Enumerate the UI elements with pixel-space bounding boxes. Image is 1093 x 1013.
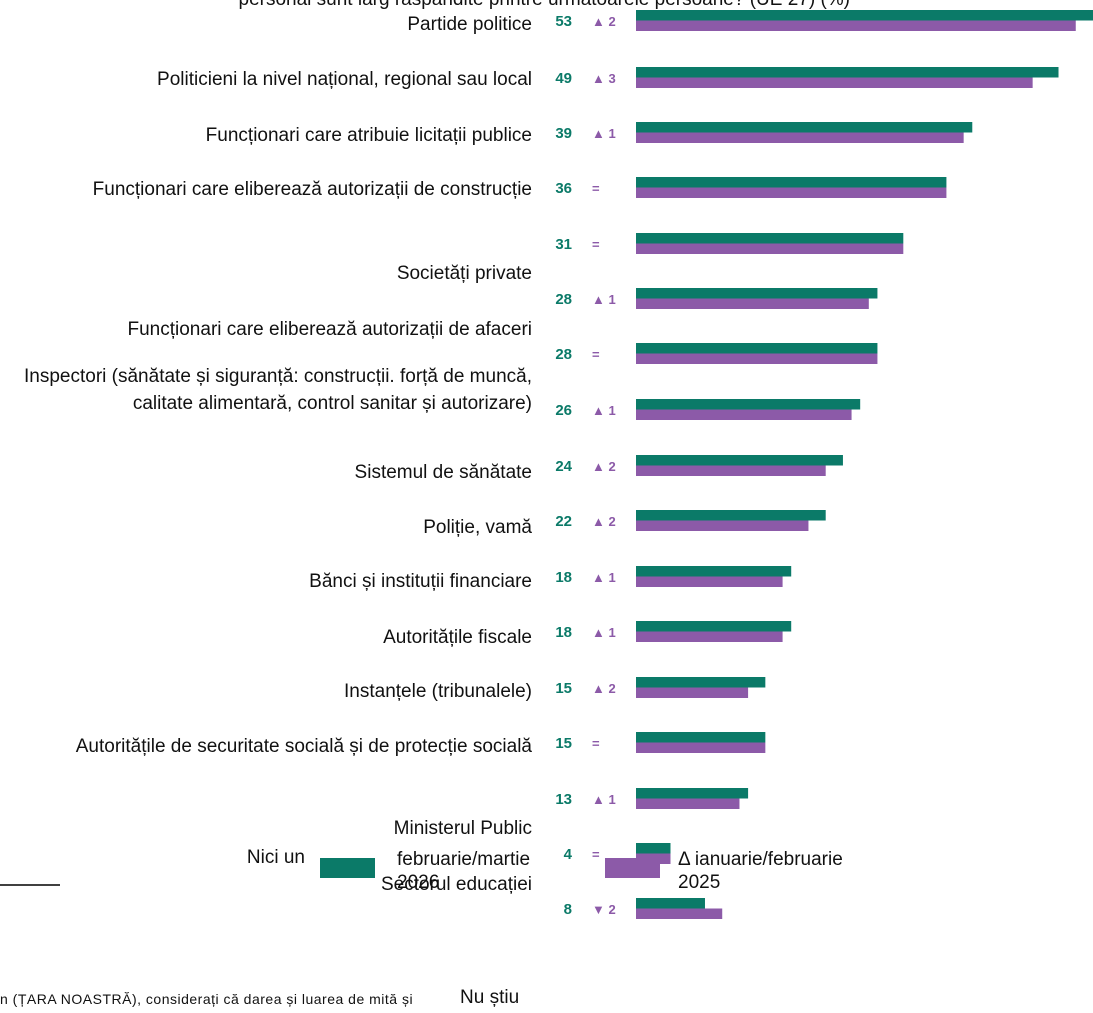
bar <box>636 298 869 309</box>
bar <box>636 77 1033 88</box>
bar <box>636 908 723 919</box>
value-label: 39 <box>555 125 572 142</box>
value-label: 36 <box>555 180 572 197</box>
bar <box>636 20 1076 31</box>
chart-title: personal sunt larg răspândite printre ur… <box>0 0 850 13</box>
category-label: Poliție, vamă <box>423 517 532 538</box>
delta-label: ▲ 3 <box>592 71 616 86</box>
value-label: 28 <box>555 291 572 308</box>
bar <box>636 510 826 521</box>
category-label: Funcționari care eliberează autorizații … <box>92 179 532 200</box>
value-label: 49 <box>555 70 572 87</box>
category-label: Sistemul de sănătate <box>354 462 532 483</box>
delta-label: ▲ 1 <box>592 625 616 640</box>
value-label: 22 <box>555 513 572 530</box>
bar <box>636 177 947 188</box>
delta-label: ▲ 2 <box>592 514 616 529</box>
category-label: Autoritățile fiscale <box>383 627 532 648</box>
bar <box>636 10 1093 21</box>
bar <box>636 243 904 254</box>
bar <box>636 520 809 531</box>
delta-label: = <box>592 736 600 751</box>
value-label: 18 <box>555 624 572 641</box>
bar <box>636 898 705 909</box>
delta-label: = <box>592 237 600 252</box>
delta-label: ▲ 1 <box>592 792 616 807</box>
value-label: 13 <box>555 791 572 808</box>
value-label: 28 <box>555 346 572 363</box>
bar <box>636 788 749 799</box>
bar <box>636 353 878 364</box>
bar <box>636 677 766 688</box>
delta-label: ▲ 1 <box>592 292 616 307</box>
delta-label: ▼ 2 <box>592 902 616 917</box>
category-label: Nu știu <box>460 987 520 1008</box>
delta-label: = <box>592 347 600 362</box>
bar <box>636 132 964 143</box>
delta-label: ▲ 2 <box>592 681 616 696</box>
bar <box>636 732 766 743</box>
bar <box>636 409 852 420</box>
category-label: Inspectori (sănătate și siguranță: const… <box>24 366 532 414</box>
value-label: 8 <box>563 901 572 918</box>
bar <box>636 233 904 244</box>
bar <box>636 399 861 410</box>
category-label: Partide politice <box>407 14 532 35</box>
delta-label: = <box>592 181 600 196</box>
bar <box>636 631 783 642</box>
category-label: Instanțele (tribunalele) <box>344 681 532 702</box>
category-label: Autoritățile de securitate socială și de… <box>75 736 532 757</box>
bar <box>636 687 749 698</box>
category-label: Funcționari care atribuie licitații publ… <box>205 125 532 146</box>
value-label: 15 <box>555 680 572 697</box>
bar <box>636 67 1059 78</box>
delta-label: ▲ 2 <box>592 459 616 474</box>
bar <box>636 465 826 476</box>
bar <box>636 187 947 198</box>
legend-label: Δ ianuarie/februarie 2025 <box>678 849 843 893</box>
footnote: n (ȚARA NOASTRĂ), considerați că darea ș… <box>0 991 414 1007</box>
category-label: Nici un <box>246 847 305 868</box>
legend-label: februarie/martie 2026 <box>397 849 531 893</box>
delta-label: ▲ 1 <box>592 403 616 418</box>
delta-label: ▲ 1 <box>592 126 616 141</box>
category-label: Politicieni la nivel național, regional … <box>157 69 532 90</box>
bar <box>636 798 740 809</box>
bar <box>636 122 973 133</box>
category-label: Bănci și instituții financiare <box>309 571 532 592</box>
legend-swatch <box>605 858 660 878</box>
value-label: 24 <box>555 458 572 475</box>
value-label: 31 <box>555 236 572 253</box>
bar <box>636 566 792 577</box>
delta-label: ▲ 2 <box>592 14 616 29</box>
bar <box>636 621 792 632</box>
value-label: 15 <box>555 735 572 752</box>
bar <box>636 576 783 587</box>
bar <box>636 742 766 753</box>
delta-label: ▲ 1 <box>592 570 616 585</box>
value-label: 4 <box>563 846 572 863</box>
bar <box>636 843 671 854</box>
delta-label: = <box>592 847 600 862</box>
category-label: Ministerul Public <box>393 818 532 839</box>
category-label: Funcționari care eliberează autorizații … <box>127 319 533 340</box>
category-label: Sectorul educației <box>380 874 532 895</box>
value-label: 26 <box>555 402 572 419</box>
bar <box>636 455 843 466</box>
bar <box>636 288 878 299</box>
value-label: 53 <box>555 13 572 30</box>
category-label: Societăți private <box>396 263 532 284</box>
bar <box>636 343 878 354</box>
legend-swatch <box>320 858 375 878</box>
value-label: 18 <box>555 569 572 586</box>
